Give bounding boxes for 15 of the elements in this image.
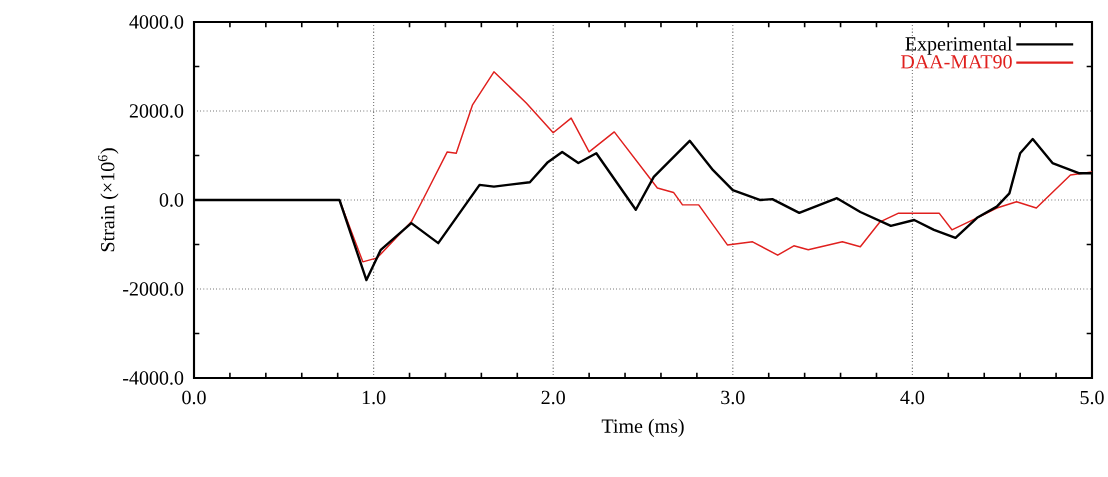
x-tick-label: 5.0: [1080, 390, 1104, 405]
x-tick-label: 1.0: [362, 390, 386, 405]
legend-label: Experimental: [905, 36, 1013, 55]
y-tick-label: 4000.0: [129, 15, 184, 29]
y-axis-title: Strain (×10$^{6}$): [97, 148, 119, 252]
x-axis-title: Time (ms): [601, 418, 684, 437]
x-tick-label: 4.0: [900, 390, 925, 405]
y-tick-label: 0.0: [159, 193, 184, 207]
y-tick-label: -4000.0: [123, 371, 184, 385]
y-tick-label: 2000.0: [129, 104, 184, 118]
legend-label: DAA-MAT90: [900, 55, 1012, 69]
y-tick-label: -2000.0: [123, 282, 184, 296]
x-tick-label: 0.0: [182, 390, 206, 405]
x-tick-label: 3.0: [721, 390, 745, 405]
x-tick-label: 2.0: [541, 390, 565, 405]
